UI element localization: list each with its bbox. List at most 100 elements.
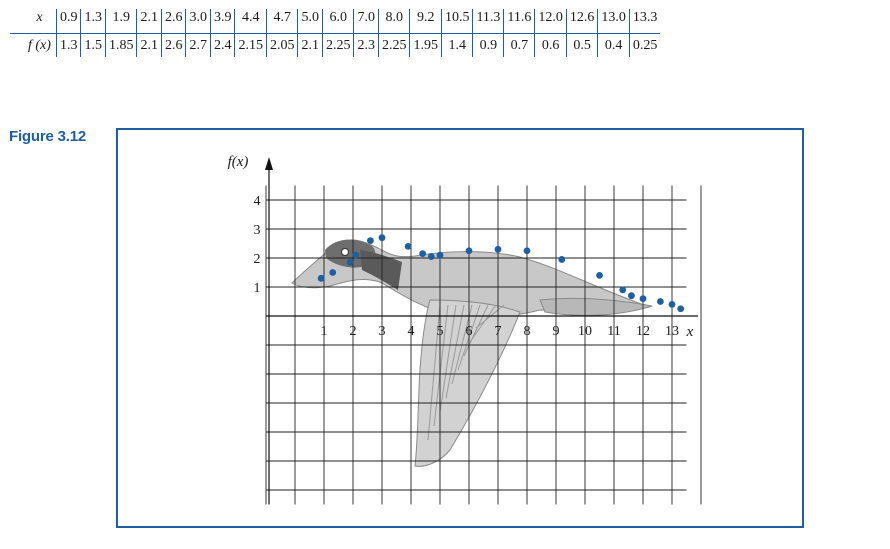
x-tick-label: 8 <box>524 324 531 339</box>
y-axis-arrow <box>265 157 273 170</box>
goose-feather <box>445 304 465 399</box>
x-tick-label: 10 <box>578 324 592 339</box>
goose-feather <box>439 304 457 413</box>
goose-feather <box>433 304 449 427</box>
fx-cell: 0.4 <box>597 33 630 57</box>
fx-cell: 2.25 <box>321 33 354 57</box>
x-row: x 0.9 1.3 1.9 2.1 2.6 3.0 3.9 4.4 4.7 5.0 6.0 7.0 8.… <box>10 9 661 34</box>
goose-wing <box>414 299 521 467</box>
x-tick-label: 5 <box>437 324 444 339</box>
x-cell: 9.2 <box>409 9 442 34</box>
data-point <box>404 243 412 250</box>
x-tick-label: 7 <box>495 324 502 339</box>
x-tick-label: 3 <box>379 324 386 339</box>
x-tick-label: 4 <box>408 324 415 339</box>
y-tick-label: 1 <box>254 281 261 296</box>
fx-cell: 2.6 <box>160 33 186 57</box>
data-point <box>668 301 676 308</box>
goose-neck <box>360 250 402 290</box>
data-point <box>558 256 566 263</box>
x-tick-label: 1 <box>321 324 328 339</box>
fx-cell: 2.25 <box>377 33 410 57</box>
data-point <box>427 253 435 260</box>
x-cell: 2.6 <box>160 9 186 34</box>
data-point <box>465 247 473 255</box>
fx-cell: 2.15 <box>234 33 267 57</box>
fx-cell: 2.1 <box>297 33 323 57</box>
y-axis-label: f(x) <box>228 154 249 170</box>
x-tick-label: 6 <box>466 324 473 339</box>
x-tick-label: 9 <box>553 324 560 339</box>
data-point <box>317 274 325 282</box>
data-point <box>436 251 444 259</box>
x-cell: 7.0 <box>353 9 379 34</box>
data-point <box>329 269 337 276</box>
goose-feather <box>427 304 441 441</box>
x-cell: 6.0 <box>321 9 354 34</box>
y-tick-label: 2 <box>254 252 261 267</box>
y-tick-label: 4 <box>254 194 261 209</box>
x-tick-label: 13 <box>665 324 679 339</box>
data-point <box>494 245 502 253</box>
goose-eye <box>341 248 349 256</box>
data-point <box>346 258 354 266</box>
x-cell: 12.0 <box>534 9 567 34</box>
x-cell: 4.4 <box>234 9 267 34</box>
data-point <box>367 237 374 245</box>
x-tick-label: 2 <box>350 324 357 339</box>
x-axis-label: x <box>686 324 694 340</box>
fx-cell: 2.05 <box>265 33 298 57</box>
data-point <box>419 250 426 258</box>
y-tick-label: 3 <box>254 223 261 238</box>
fx-cell: 0.7 <box>503 33 535 57</box>
fx-row: f (x) 1.3 1.5 1.85 2.1 2.6 2.7 2.4 2.15 2.05 2.1 2… <box>10 33 661 57</box>
x-cell: 0.9 <box>55 9 81 34</box>
x-cell: 13.0 <box>597 9 630 34</box>
fx-cell: 1.85 <box>104 33 137 57</box>
fx-cell: 1.4 <box>440 33 473 57</box>
data-table: x 0.9 1.3 1.9 2.1 2.6 3.0 3.9 4.4 4.7 5.0 6.0 7.0 8.… <box>10 9 661 57</box>
fx-cell: 1.3 <box>55 33 81 57</box>
goose-feather <box>469 304 497 343</box>
goose-feather <box>463 304 489 357</box>
x-cell: 13.3 <box>628 9 661 34</box>
x-cell: 8.0 <box>377 9 410 34</box>
fx-cell: 2.1 <box>136 33 162 57</box>
fx-cell: 2.3 <box>353 33 379 57</box>
data-point <box>628 292 635 300</box>
fx-cell: 0.5 <box>565 33 598 57</box>
x-cell: 12.6 <box>565 9 598 34</box>
x-tick-label: 12 <box>636 324 650 339</box>
data-point <box>619 286 627 294</box>
figure-frame <box>116 128 804 528</box>
x-cell: 4.7 <box>265 9 298 34</box>
data-point <box>639 295 647 302</box>
x-row-label: x <box>36 10 43 25</box>
fx-cell: 1.5 <box>80 33 106 57</box>
grid <box>265 185 702 505</box>
fx-row-label: f (x) <box>10 33 57 57</box>
data-point <box>352 251 360 259</box>
fx-cell: 0.25 <box>628 33 661 57</box>
fx-cell: 1.95 <box>409 33 442 57</box>
x-cell: 11.6 <box>503 9 535 34</box>
x-cell: 10.5 <box>440 9 473 34</box>
data-point <box>657 298 664 305</box>
data-point <box>378 234 386 242</box>
figure-label: Figure 3.12 <box>9 128 86 145</box>
data-point <box>523 247 531 255</box>
data-point <box>677 305 685 313</box>
data-point <box>596 272 603 279</box>
goose-tail <box>539 297 653 316</box>
fx-cell: 0.6 <box>534 33 567 57</box>
x-cell: 1.3 <box>80 9 106 34</box>
x-cell: 5.0 <box>297 9 323 34</box>
goose-illustration <box>291 239 653 467</box>
fx-cell: 0.9 <box>472 33 504 57</box>
x-cell: 1.9 <box>104 9 137 34</box>
x-cell: 11.3 <box>472 9 504 34</box>
fx-cell: 2.4 <box>209 33 235 57</box>
x-cell: 2.1 <box>136 9 162 34</box>
fx-cell: 2.7 <box>185 33 211 57</box>
